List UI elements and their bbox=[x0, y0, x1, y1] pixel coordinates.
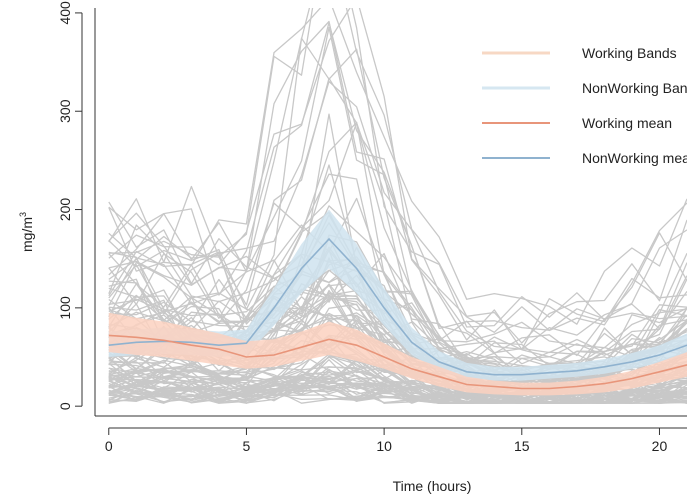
legend-label: Working Bands bbox=[582, 45, 677, 61]
legend-label: NonWorking Bands bbox=[582, 80, 687, 96]
legend-label: Working mean bbox=[582, 115, 672, 131]
individual-line bbox=[108, 122, 687, 365]
y-tick-label: 400 bbox=[57, 1, 73, 25]
y-tick-label: 300 bbox=[57, 99, 73, 123]
individual-line bbox=[108, 368, 687, 404]
individual-line bbox=[108, 368, 687, 403]
confidence-bands bbox=[108, 209, 687, 396]
nonworking-band bbox=[108, 209, 687, 381]
individual-line bbox=[108, 8, 687, 328]
y-axis-label-superscript: 3 bbox=[18, 212, 28, 217]
y-axis-label-main: mg/m bbox=[19, 217, 35, 252]
individual-line bbox=[108, 80, 687, 350]
y-tick-label: 0 bbox=[57, 402, 73, 410]
x-tick-label: 0 bbox=[105, 438, 113, 454]
legend-label: NonWorking mean bbox=[582, 150, 687, 166]
mean-lines bbox=[108, 237, 687, 390]
individual-line bbox=[108, 377, 687, 404]
x-tick-label: 10 bbox=[376, 438, 392, 454]
individual-line bbox=[108, 8, 687, 344]
x-axis-label: Time (hours) bbox=[393, 478, 472, 494]
individual-line bbox=[108, 375, 687, 404]
x-tick-label: 5 bbox=[243, 438, 251, 454]
nonworking-mean-line bbox=[108, 237, 687, 376]
x-tick-label: 15 bbox=[514, 438, 530, 454]
working-mean-line bbox=[108, 334, 687, 390]
x-tick-label: 20 bbox=[652, 438, 668, 454]
working-band bbox=[108, 312, 687, 396]
y-tick-label: 100 bbox=[57, 296, 73, 320]
individual-line bbox=[108, 367, 687, 404]
y-tick-label: 200 bbox=[57, 198, 73, 222]
individual-line bbox=[108, 20, 687, 351]
individual-line bbox=[108, 8, 687, 325]
y-axis-label: mg/m3 bbox=[18, 212, 35, 252]
legend: Working Bands NonWorking Bands Working mea… bbox=[482, 45, 687, 166]
